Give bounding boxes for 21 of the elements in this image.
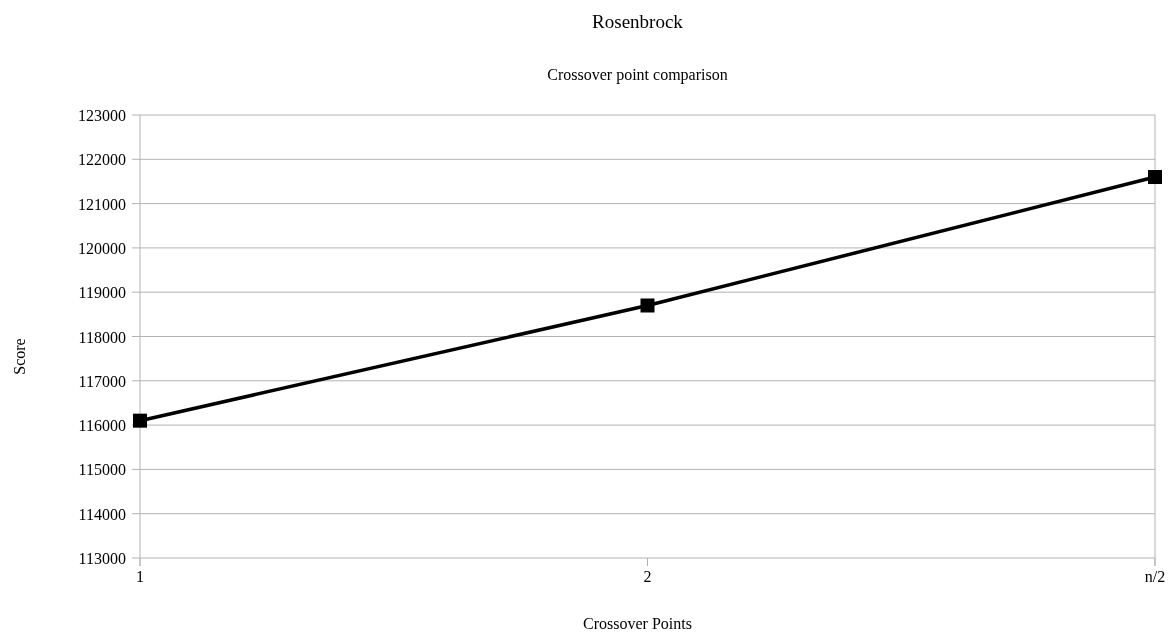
y-tick-label: 121000 — [78, 195, 126, 213]
y-tick-label: 113000 — [78, 550, 126, 567]
point — [1148, 170, 1162, 185]
x-axis-title: Crossover Points — [583, 615, 692, 632]
y-tick-label: 115000 — [78, 461, 126, 479]
y-axis-title: Score — [11, 338, 28, 375]
y-tick-label: 114000 — [78, 505, 126, 523]
x-tick-label: n/2 — [1144, 568, 1166, 585]
y-tick-label: 116000 — [78, 417, 126, 435]
point — [640, 298, 655, 313]
y-tick-label: 123000 — [78, 107, 126, 124]
chart-subtitle: Crossover point comparison — [547, 66, 728, 84]
y-tick-label: 120000 — [78, 239, 126, 257]
x-tick-label: 2 — [643, 568, 652, 585]
y-tick-label: 117000 — [78, 372, 126, 390]
x-tick-label: 1 — [136, 568, 144, 585]
y-tick-label: 118000 — [78, 328, 126, 346]
point — [133, 413, 147, 428]
y-tick-label: 122000 — [78, 151, 126, 169]
y-tick-label: 119000 — [78, 284, 126, 302]
chart-title: Rosenbrock — [592, 11, 684, 32]
